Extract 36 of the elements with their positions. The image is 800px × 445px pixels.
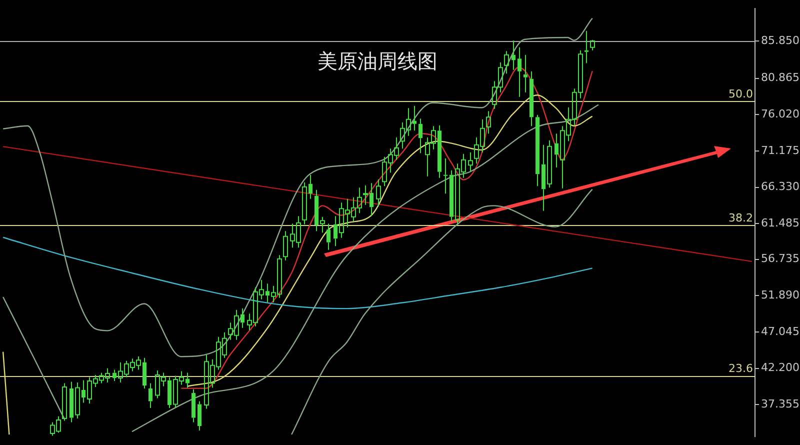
candlestick <box>283 230 288 261</box>
candlestick <box>192 388 196 423</box>
y-tick-label: 71.175 <box>761 144 800 157</box>
y-tick-label: 76.020 <box>761 108 800 121</box>
y-tick-label: 66.330 <box>761 180 800 194</box>
text: 美原油周线图 <box>316 48 438 75</box>
annotation: 50.0 <box>728 87 753 100</box>
candlestick <box>584 30 588 64</box>
y-tick-label: 85.850 <box>761 34 800 47</box>
y-tick-label: 42.200 <box>761 361 800 374</box>
y-tick-label: 47.045 <box>761 324 800 338</box>
annotation: 38.2 <box>728 211 753 224</box>
candlestick <box>512 40 516 70</box>
candlestick <box>536 114 540 187</box>
candlestick <box>530 70 534 127</box>
y-tick-label: 80.865 <box>761 71 800 84</box>
line-series <box>131 104 600 432</box>
candlestick <box>486 110 491 134</box>
candlestick <box>444 158 448 194</box>
y-tick-label: 61.485 <box>761 216 800 230</box>
candlestick <box>376 178 381 207</box>
y-tick-label: 51.890 <box>761 288 800 302</box>
candlestick <box>518 46 522 98</box>
candlestick <box>468 152 473 172</box>
candlestick <box>148 382 152 409</box>
y-tick-label: 56.735 <box>761 252 800 266</box>
candlestick <box>326 223 330 250</box>
annotation: 23.6 <box>728 362 753 376</box>
line-series <box>2 236 593 310</box>
candlestick <box>524 54 528 93</box>
line-series <box>2 18 593 358</box>
candlestick <box>418 118 422 154</box>
y-tick-label: 37.355 <box>761 398 800 410</box>
line-series <box>290 188 593 436</box>
candlestick <box>504 50 509 74</box>
candlestick <box>198 400 202 432</box>
